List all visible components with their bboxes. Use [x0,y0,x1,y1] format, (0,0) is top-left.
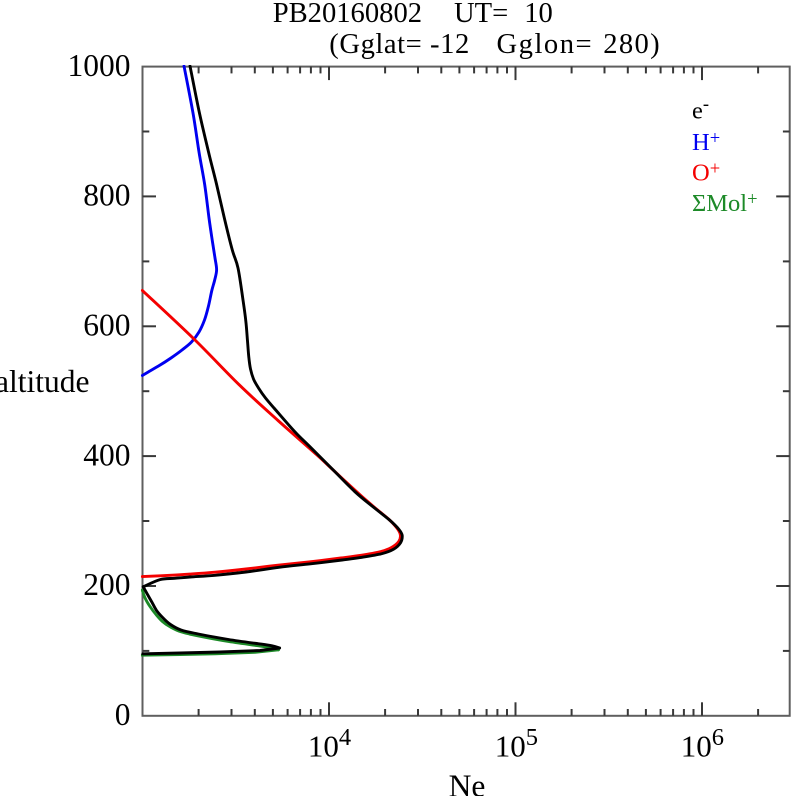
svg-text:280): 280) [603,29,661,60]
svg-text:105: 105 [495,724,538,763]
svg-text:O+: O+ [692,160,720,187]
svg-text:600: 600 [83,308,130,343]
svg-text:H+: H+ [692,129,720,156]
svg-text:ΣMol+: ΣMol+ [692,190,758,217]
svg-text:200: 200 [83,567,130,602]
svg-text:104: 104 [308,724,351,763]
svg-text:PB20160802: PB20160802 [273,0,422,29]
svg-text:Ne: Ne [449,768,486,796]
svg-text:10: 10 [524,0,553,29]
svg-text:altitude: altitude [0,364,89,399]
svg-text:1000: 1000 [68,48,131,83]
svg-text:Gglon=: Gglon= [497,29,594,60]
svg-text:106: 106 [681,724,724,763]
svg-text:400: 400 [83,437,130,472]
svg-text:UT=: UT= [454,0,508,29]
svg-text:800: 800 [83,178,130,213]
svg-text:e-: e- [692,95,709,125]
svg-text:0: 0 [115,697,131,732]
svg-text:(Gglat= -12: (Gglat= -12 [329,29,470,60]
